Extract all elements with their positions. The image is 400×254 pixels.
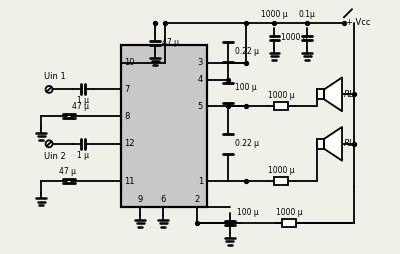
Bar: [282, 219, 296, 227]
Text: + Vcc: + Vcc: [346, 18, 370, 27]
Text: 9: 9: [138, 195, 143, 204]
Bar: [120, 45, 207, 207]
Text: Uin 1: Uin 1: [44, 72, 66, 81]
Text: 0.22 µ: 0.22 µ: [235, 47, 259, 56]
Text: 1 µ: 1 µ: [77, 96, 89, 105]
Text: 2: 2: [194, 195, 200, 204]
Text: 7: 7: [124, 85, 130, 94]
Text: 47 µ: 47 µ: [59, 167, 76, 177]
Text: 0.22 µ: 0.22 µ: [235, 139, 259, 148]
Text: 1 µ: 1 µ: [77, 151, 89, 160]
Text: 1000 µ: 1000 µ: [282, 34, 308, 42]
Text: 1000 µ: 1000 µ: [268, 91, 295, 100]
Text: 1: 1: [198, 177, 203, 186]
Text: 0.1µ: 0.1µ: [299, 10, 316, 19]
Text: 8: 8: [124, 112, 130, 121]
Text: 47 µ: 47 µ: [162, 38, 179, 47]
Text: 1000 µ: 1000 µ: [276, 208, 303, 217]
Bar: [317, 139, 324, 149]
Text: 1000 µ: 1000 µ: [268, 166, 295, 176]
Text: 47 µ: 47 µ: [72, 102, 89, 111]
Text: 10: 10: [124, 58, 135, 67]
Text: 3: 3: [198, 58, 203, 67]
Text: 100 µ: 100 µ: [235, 83, 256, 92]
Bar: [274, 102, 288, 110]
Text: 100 µ: 100 µ: [237, 208, 258, 217]
Bar: [317, 89, 324, 99]
Text: 6: 6: [160, 195, 166, 204]
Text: RL: RL: [344, 139, 354, 148]
Text: RL: RL: [344, 90, 354, 99]
Bar: [274, 178, 288, 185]
Text: 11: 11: [124, 177, 135, 186]
Text: 5: 5: [198, 102, 203, 111]
Text: Uin 2: Uin 2: [44, 152, 66, 161]
Text: 4: 4: [198, 75, 203, 84]
Polygon shape: [324, 127, 342, 161]
Text: 12: 12: [124, 139, 135, 148]
Text: 1000 µ: 1000 µ: [261, 10, 288, 19]
Polygon shape: [324, 77, 342, 111]
